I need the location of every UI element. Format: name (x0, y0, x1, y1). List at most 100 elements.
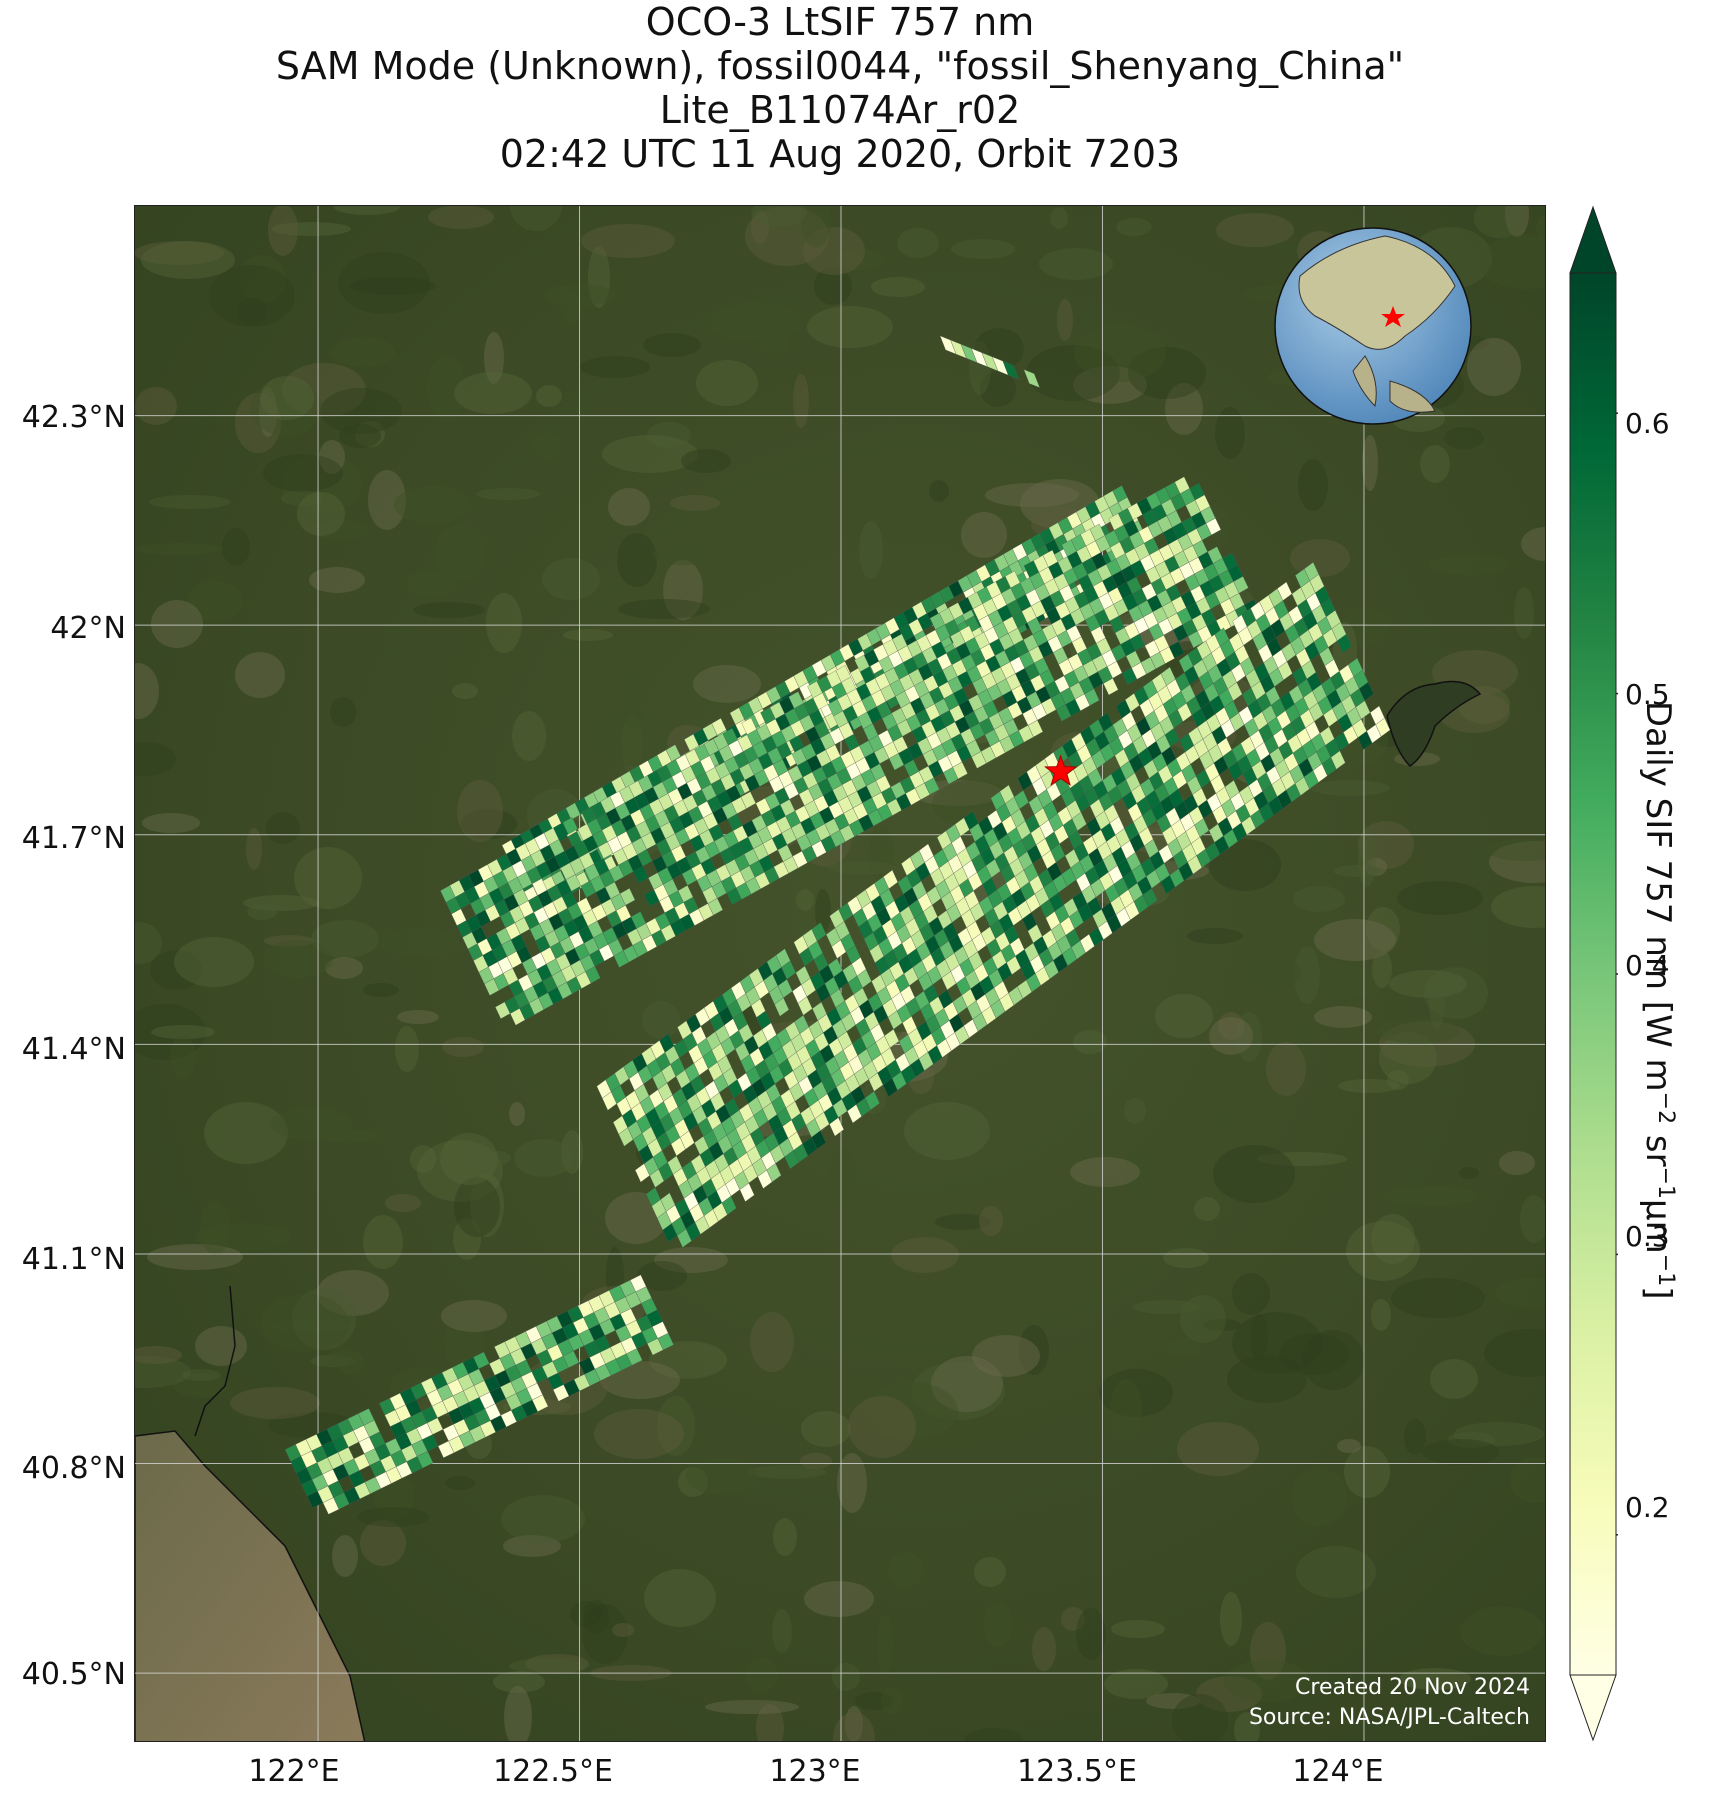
terrain-patch (1294, 946, 1320, 1004)
target-star-marker (1043, 754, 1078, 787)
terrain-patch (441, 1300, 507, 1332)
terrain-patch (829, 1148, 857, 1208)
terrain-patch (807, 306, 893, 348)
terrain-patch (1372, 950, 1392, 988)
terrain-patch (260, 376, 314, 420)
terrain-patch (911, 1362, 1005, 1420)
terrain-patch (585, 712, 679, 766)
sif-sounding (892, 633, 908, 652)
title-line-4: 02:42 UTC 11 Aug 2020, Orbit 7203 (499, 132, 1181, 176)
terrain-patch (1167, 1338, 1201, 1358)
sif-sounding (1304, 562, 1319, 582)
terrain-patch (410, 1145, 436, 1173)
map-canvas[interactable] (135, 206, 1546, 1742)
terrain-patch (230, 1387, 320, 1419)
terrain-patch (801, 1411, 851, 1447)
terrain-patch (588, 246, 610, 308)
sif-sounding (788, 691, 804, 709)
terrain-patch (647, 422, 691, 448)
sif-sounding (835, 665, 851, 683)
terrain-patch (1391, 1278, 1485, 1318)
terrain-patch (174, 937, 254, 987)
terrain-patch (800, 1453, 832, 1469)
terrain-patch (1365, 858, 1387, 876)
terrain-patch (339, 424, 381, 448)
terrain-patch (135, 1356, 191, 1388)
globe-peninsula (1352, 355, 1377, 408)
terrain-patch (261, 1294, 349, 1352)
terrain-patch (222, 528, 250, 566)
terrain-patch (1333, 865, 1381, 877)
terrain-patch (334, 206, 400, 215)
sif-sounding (1189, 482, 1205, 501)
terrain-patch (204, 1102, 288, 1164)
sif-sounding (722, 727, 738, 746)
terrain-patch (200, 1201, 230, 1255)
terrain-patch (582, 1604, 628, 1664)
lat-label-40-8: 40.8°N (21, 1451, 126, 1486)
terrain-patch (363, 983, 399, 997)
sif-sounding (959, 625, 975, 643)
terrain-patch (319, 440, 345, 474)
terrain-patch (931, 1356, 1003, 1412)
terrain-patch (888, 1552, 924, 1588)
terrain-patch (1505, 206, 1529, 237)
sif-sounding (811, 922, 827, 942)
terrain-patch (235, 393, 281, 453)
terrain-patch (1491, 886, 1545, 928)
terrain-patch (1224, 1660, 1310, 1702)
terrain-patch (318, 1129, 380, 1143)
terrain-patch (259, 387, 277, 437)
terrain-patch (832, 1663, 860, 1691)
terrain-patch (864, 1382, 958, 1440)
terrain-patch (652, 545, 716, 565)
terrain-patch (1495, 1278, 1545, 1308)
terrain-patch (570, 1601, 602, 1627)
terrain-patch (845, 1706, 863, 1741)
globe-asia (1298, 235, 1456, 350)
terrain-patch (750, 1312, 794, 1372)
terrain-patch (1460, 1606, 1544, 1656)
terrain-patch (803, 227, 865, 275)
terrain-patch (330, 697, 356, 727)
terrain-patch (1239, 955, 1301, 991)
terrain-patch (1163, 1248, 1209, 1268)
terrain-patch (877, 1614, 893, 1674)
terrain-patch (264, 935, 314, 947)
sif-sounding (741, 717, 757, 735)
terrain-patch (235, 652, 285, 698)
lat-label-42-3: 42.3°N (21, 400, 126, 435)
terrain-patch (338, 1350, 364, 1374)
terrain-patch (445, 1476, 475, 1490)
terrain-patch (1203, 1319, 1241, 1331)
terrain-patch (151, 600, 203, 648)
terrain-patch (583, 1600, 609, 1634)
terrain-patch (317, 1270, 389, 1316)
sif-sounding (963, 810, 979, 830)
colorbar-extend-min (1569, 1674, 1617, 1742)
terrain-patch (1116, 218, 1152, 236)
terrain-patch (855, 1692, 893, 1710)
sif-sounding (1277, 581, 1293, 601)
terrain-patch (1344, 1446, 1390, 1498)
terrain-patch (1467, 338, 1521, 396)
sif-sounding (562, 817, 578, 835)
terrain-patch (170, 1035, 196, 1079)
sif-swaths (284, 335, 1391, 1515)
terrain-patch (1073, 1030, 1107, 1054)
title-line-1: OCO-3 LtSIF 757 nm (645, 0, 1035, 44)
cbar-label-exp1: −2 (1653, 1091, 1679, 1125)
terrain-patch (461, 809, 517, 839)
terrain-patch (525, 1654, 589, 1674)
colorbar-extend-max (1569, 205, 1617, 274)
terrain-patch (581, 224, 675, 258)
terrain-patch (642, 1001, 680, 1039)
terrain-patch (238, 255, 286, 303)
terrain-patch (281, 490, 323, 506)
terrain-patch (1447, 1432, 1495, 1448)
terrain-patch (594, 1409, 684, 1459)
lon-label-122-5: 122.5°E (493, 1754, 613, 1789)
map-panel[interactable] (134, 205, 1546, 1742)
terrain-patch (1209, 839, 1281, 891)
terrain-patch (1133, 1300, 1199, 1314)
